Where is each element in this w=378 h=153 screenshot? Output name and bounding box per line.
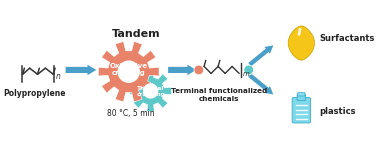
Text: Oxidative
cracking: Oxidative cracking [110, 63, 148, 76]
Text: 80 °C, 5 min: 80 °C, 5 min [107, 109, 154, 118]
FancyArrow shape [168, 65, 196, 75]
Circle shape [118, 61, 139, 82]
Text: Thermal
cracking: Thermal cracking [136, 86, 165, 97]
Text: Terminal functionalized
chemicals: Terminal functionalized chemicals [171, 88, 267, 102]
Circle shape [244, 65, 254, 75]
FancyArrow shape [66, 65, 96, 75]
FancyBboxPatch shape [298, 93, 305, 96]
Text: Surfactants: Surfactants [319, 34, 374, 43]
Polygon shape [288, 26, 314, 60]
Circle shape [144, 84, 158, 98]
Text: plastics: plastics [319, 108, 355, 116]
Text: Polypropylene: Polypropylene [3, 89, 65, 98]
Text: n: n [56, 72, 61, 81]
FancyBboxPatch shape [297, 94, 305, 100]
Circle shape [194, 65, 204, 75]
FancyArrow shape [248, 45, 273, 66]
Polygon shape [130, 70, 171, 112]
FancyBboxPatch shape [292, 97, 311, 123]
Text: Tandem: Tandem [112, 29, 160, 39]
FancyArrow shape [248, 73, 273, 94]
Polygon shape [98, 41, 159, 102]
Text: m: m [243, 71, 249, 77]
